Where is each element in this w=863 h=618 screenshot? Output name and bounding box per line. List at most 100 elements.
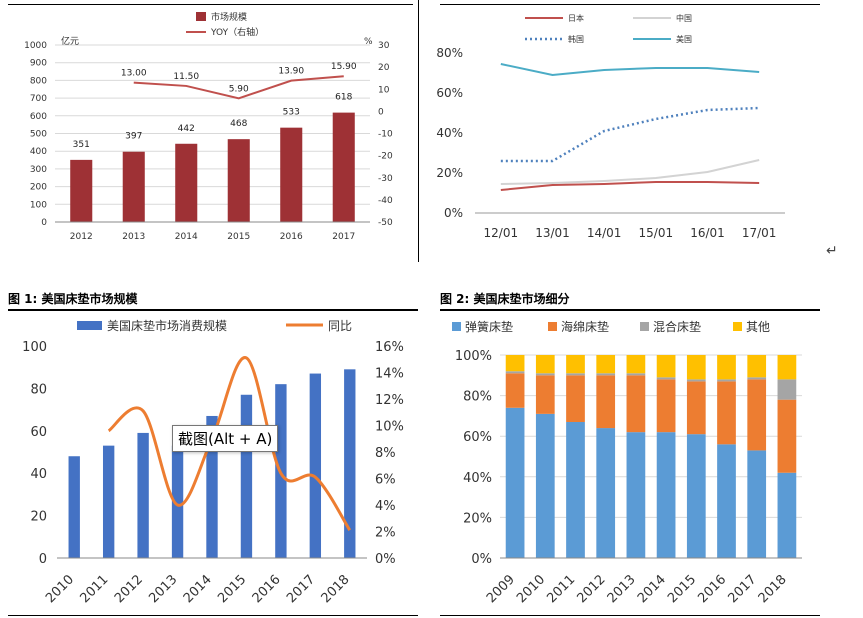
yoy-line (133, 75, 344, 100)
y-tick-label: 100% (455, 349, 492, 364)
x-tick-label: 2014 (181, 572, 215, 606)
x-tick-label: 2018 (319, 572, 353, 606)
y-tick-label: 0 (41, 218, 47, 228)
legend-swatch-2 (640, 322, 649, 331)
stacked-segment-0 (686, 434, 706, 558)
y-tick-label: 60% (463, 430, 492, 445)
bar-consumption (137, 432, 149, 558)
bar-market-size (332, 112, 355, 222)
y-tick-label: 20% (436, 166, 463, 180)
legend-label-1: 中国 (676, 13, 692, 23)
stacked-segment-0 (596, 428, 616, 558)
bar-market-size (122, 151, 145, 222)
y-axis-unit: 亿元 (61, 35, 79, 47)
bar-consumption (171, 445, 184, 558)
stacked-segment-2 (717, 379, 736, 382)
top-rule-left (8, 4, 413, 5)
caption-rule-right (440, 309, 820, 311)
x-tick-label: 2011 (77, 572, 111, 606)
y2-tick-label: -20 (378, 152, 393, 162)
y-tick-label: 600 (30, 112, 47, 122)
x-tick-label: 13/01 (535, 226, 570, 240)
y-tick-label: 0% (471, 552, 492, 567)
y-tick-label: 80 (30, 382, 47, 397)
y2-tick-label: -50 (378, 218, 393, 228)
y-tick-label: 40% (463, 471, 492, 486)
series-line-3 (500, 63, 760, 77)
y2-tick-label: 20 (378, 63, 390, 73)
x-tick-label: 2016 (280, 232, 303, 242)
stacked-segment-3 (566, 355, 585, 374)
legend-label-yoy: 同比 (328, 319, 352, 333)
penetration-line-chart: 0% 20% 40% 60% 80% 12/01 13/01 14/01 15/01 16/01 1… (420, 0, 820, 262)
y-tick-label: 60 (30, 425, 47, 440)
stacked-segment-2 (686, 379, 706, 382)
stacked-segment-2 (596, 373, 616, 376)
x-tick-label: 15/01 (639, 226, 674, 240)
bar-consumption (344, 369, 356, 558)
bar-market-size (175, 143, 198, 222)
top-rule-right (440, 4, 820, 5)
figure-2-caption: 图 2: 美国床垫市场细分 (440, 292, 570, 306)
series-line-0 (500, 181, 760, 191)
legend-label-consumption: 美国床垫市场消费规模 (107, 318, 227, 333)
yoy-curve (107, 356, 352, 531)
x-tick-label: 2013 (605, 572, 639, 606)
figure-1-caption: 图 1: 美国床垫市场规模 (8, 292, 138, 306)
series-line-2 (500, 106, 760, 163)
x-tick-label: 2017 (284, 572, 318, 606)
y-tick-label: 60% (436, 86, 463, 100)
bar-consumption (309, 373, 322, 558)
market-size-chart-svg: 01002003004005006007008009001000-50-40-3… (24, 11, 393, 242)
y-tick-label: 40% (436, 126, 463, 140)
y2-tick-label: -40 (378, 196, 393, 206)
penetration-line-chart-svg: 0% 20% 40% 60% 80% 12/01 13/01 14/01 15/01 16/01 1… (436, 13, 785, 240)
bottom-rule-left (8, 615, 418, 616)
consumption-scale-chart-2010-2018: 0 20 40 60 80 100 0% 2% 4% 6% 8% 10% 12% 14% 16% 2010 20… (0, 312, 420, 618)
stacked-segment-3 (777, 355, 797, 380)
series-line-1 (500, 159, 760, 185)
bar-data-label: 397 (125, 132, 142, 142)
y-tick-label: 900 (30, 59, 47, 69)
bar-data-label: 468 (230, 119, 247, 129)
x-tick-label: 17/01 (742, 226, 777, 240)
y-tick-label: 200 (30, 183, 47, 193)
y2-tick-label: -10 (378, 130, 393, 140)
x-tick-label: 2009 (484, 572, 518, 606)
y2-tick-label: 0 (378, 107, 384, 117)
y2-tick-label: 8% (375, 446, 396, 461)
stacked-segment-0 (717, 444, 736, 558)
stacked-segment-2 (535, 373, 555, 376)
y-tick-label: 700 (30, 94, 47, 104)
legend-swatch-consumption (77, 321, 102, 330)
y-tick-label: 0 (39, 552, 47, 567)
y-tick-label: 1000 (24, 41, 47, 51)
stacked-segment-0 (626, 432, 646, 558)
y2-tick-label: -30 (378, 174, 393, 184)
x-tick-label: 2013 (146, 572, 180, 606)
stacked-segment-1 (596, 375, 616, 429)
stacked-segment-1 (777, 399, 797, 473)
y-tick-label: 400 (30, 147, 47, 157)
stacked-segment-2 (566, 373, 585, 376)
bar-consumption (240, 394, 253, 558)
market-segment-stacked-chart: 0% 20% 40% 60% 80% 100% 2009 2010 2011 2012 2013 20… (440, 312, 820, 618)
legend-label-3: 其他 (746, 320, 770, 334)
x-tick-label: 2014 (175, 232, 198, 242)
screenshot-tooltip: 截图(Alt + A) (172, 425, 279, 452)
bottom-rule-right (440, 615, 820, 616)
stacked-segment-0 (656, 432, 676, 558)
y-tick-label: 20 (30, 510, 47, 525)
legend-label-yoy: YOY（右轴） (210, 26, 264, 38)
stacked-segment-1 (686, 381, 706, 435)
y-tick-label: 800 (30, 76, 47, 86)
stacked-segment-3 (656, 355, 676, 378)
y2-tick-label: 10% (375, 420, 404, 435)
stacked-segment-3 (596, 355, 616, 374)
stacked-segment-0 (777, 472, 797, 558)
bar-consumption (68, 456, 80, 558)
y-tick-label: 300 (30, 165, 47, 175)
x-tick-label: 2010 (514, 572, 548, 606)
y-tick-label: 80% (463, 390, 492, 405)
